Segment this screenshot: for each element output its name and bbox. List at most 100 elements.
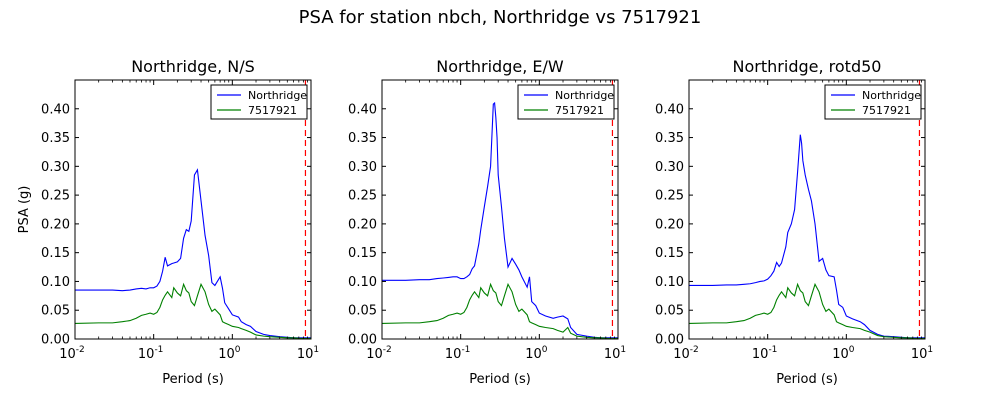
- plot-area: [689, 80, 925, 339]
- y-tick-label: 0.15: [41, 246, 70, 261]
- y-tick-label: 0.20: [655, 217, 684, 232]
- x-tick-exponent: -2: [383, 345, 392, 355]
- legend: Northridge 7517921: [517, 84, 615, 120]
- x-tick-base: 10: [297, 347, 314, 362]
- y-tick-label: 0.10: [41, 275, 70, 290]
- y-tick-label: 0.05: [655, 304, 684, 319]
- x-tick-exponent: 1: [927, 345, 933, 355]
- x-tick-label: 101: [911, 345, 933, 362]
- x-tick-exponent: 0: [235, 345, 241, 355]
- y-tick-label: 0.25: [41, 189, 70, 204]
- y-tick-label: 0.20: [348, 217, 377, 232]
- y-tick-label: 0.30: [348, 160, 377, 175]
- legend: Northridge 7517921: [210, 84, 308, 120]
- y-tick-label: 0.10: [655, 275, 684, 290]
- y-tick-label: 0.25: [348, 189, 377, 204]
- x-tick-base: 10: [911, 347, 928, 362]
- x-tick-base: 10: [604, 347, 621, 362]
- legend: Northridge 7517921: [824, 84, 922, 120]
- legend-box: [517, 84, 615, 120]
- x-tick-base: 10: [525, 347, 542, 362]
- y-tick-label: 0.40: [348, 102, 377, 117]
- y-tick-label: 0.00: [41, 333, 70, 348]
- y-tick-label: 0.00: [655, 333, 684, 348]
- x-tick-exponent: -1: [461, 345, 470, 355]
- x-tick-exponent: -1: [768, 345, 777, 355]
- x-tick-exponent: 0: [849, 345, 855, 355]
- series-line-northridge: [689, 134, 925, 339]
- legend-label: Northridge: [555, 89, 614, 102]
- x-tick-exponent: -2: [690, 345, 699, 355]
- legend-label: 7517921: [862, 104, 911, 117]
- x-tick-base: 10: [218, 347, 235, 362]
- x-axis-label: Period (s): [776, 372, 838, 387]
- x-tick-base: 10: [752, 347, 769, 362]
- y-tick-label: 0.35: [41, 131, 70, 146]
- legend-box: [210, 84, 308, 120]
- x-tick-exponent: 1: [620, 345, 626, 355]
- x-tick-base: 10: [59, 347, 76, 362]
- y-tick-label: 0.35: [348, 131, 377, 146]
- y-tick-label: 0.10: [348, 275, 377, 290]
- chart-panel-1: 0.000.050.100.150.200.250.300.350.4010-2…: [17, 57, 319, 387]
- y-tick-label: 0.05: [41, 304, 70, 319]
- x-tick-label: 10-2: [366, 345, 392, 362]
- x-tick-label: 100: [525, 345, 548, 362]
- axes-frame: [74, 79, 312, 340]
- series-line-simulation: [75, 282, 311, 339]
- panel-title: Northridge, rotd50: [733, 57, 882, 76]
- x-axis-label: Period (s): [469, 372, 531, 387]
- axes-frame: [688, 79, 926, 340]
- y-tick-label: 0.15: [655, 246, 684, 261]
- x-tick-base: 10: [673, 347, 690, 362]
- x-tick-label: 100: [218, 345, 241, 362]
- legend-label: 7517921: [248, 104, 297, 117]
- x-tick-label: 101: [604, 345, 626, 362]
- x-tick-exponent: -1: [154, 345, 163, 355]
- x-tick-label: 10-2: [59, 345, 85, 362]
- y-tick-label: 0.20: [41, 217, 70, 232]
- x-tick-label: 101: [297, 345, 319, 362]
- y-axis-label: PSA (g): [17, 186, 32, 234]
- series-line-simulation: [689, 282, 925, 339]
- y-tick-label: 0.15: [348, 246, 377, 261]
- legend-label: 7517921: [555, 104, 604, 117]
- x-tick-label: 10-1: [752, 345, 778, 362]
- legend-box: [824, 84, 922, 120]
- y-tick-label: 0.00: [348, 333, 377, 348]
- legend-label: Northridge: [248, 89, 307, 102]
- x-tick-base: 10: [138, 347, 155, 362]
- chart-panel-3: 0.000.050.100.150.200.250.300.350.4010-2…: [655, 57, 933, 387]
- y-tick-label: 0.30: [41, 160, 70, 175]
- x-tick-label: 10-1: [445, 345, 471, 362]
- x-axis-label: Period (s): [162, 372, 224, 387]
- figure-title: PSA for station nbch, Northridge vs 7517…: [299, 7, 702, 28]
- panel-title: Northridge, E/W: [436, 57, 564, 76]
- y-tick-label: 0.25: [655, 189, 684, 204]
- x-tick-base: 10: [366, 347, 383, 362]
- x-tick-base: 10: [445, 347, 462, 362]
- legend-label: Northridge: [862, 89, 921, 102]
- x-tick-label: 10-1: [138, 345, 164, 362]
- series-line-northridge: [75, 168, 311, 339]
- x-tick-label: 100: [832, 345, 855, 362]
- y-tick-label: 0.40: [655, 102, 684, 117]
- y-tick-label: 0.35: [655, 131, 684, 146]
- plot-area: [75, 80, 311, 339]
- y-tick-label: 0.40: [41, 102, 70, 117]
- axes-frame: [381, 79, 619, 340]
- x-tick-label: 10-2: [673, 345, 699, 362]
- x-tick-exponent: -2: [76, 345, 85, 355]
- x-tick-exponent: 0: [542, 345, 548, 355]
- panel-title: Northridge, N/S: [131, 57, 255, 76]
- panels: 0.000.050.100.150.200.250.300.350.4010-2…: [17, 57, 933, 387]
- y-tick-label: 0.05: [348, 304, 377, 319]
- x-tick-exponent: 1: [313, 345, 319, 355]
- series-line-simulation: [382, 282, 618, 339]
- plot-area: [382, 80, 618, 339]
- x-tick-base: 10: [832, 347, 849, 362]
- chart-panel-2: 0.000.050.100.150.200.250.300.350.4010-2…: [348, 57, 626, 387]
- series-line-northridge: [382, 101, 618, 339]
- y-tick-label: 0.30: [655, 160, 684, 175]
